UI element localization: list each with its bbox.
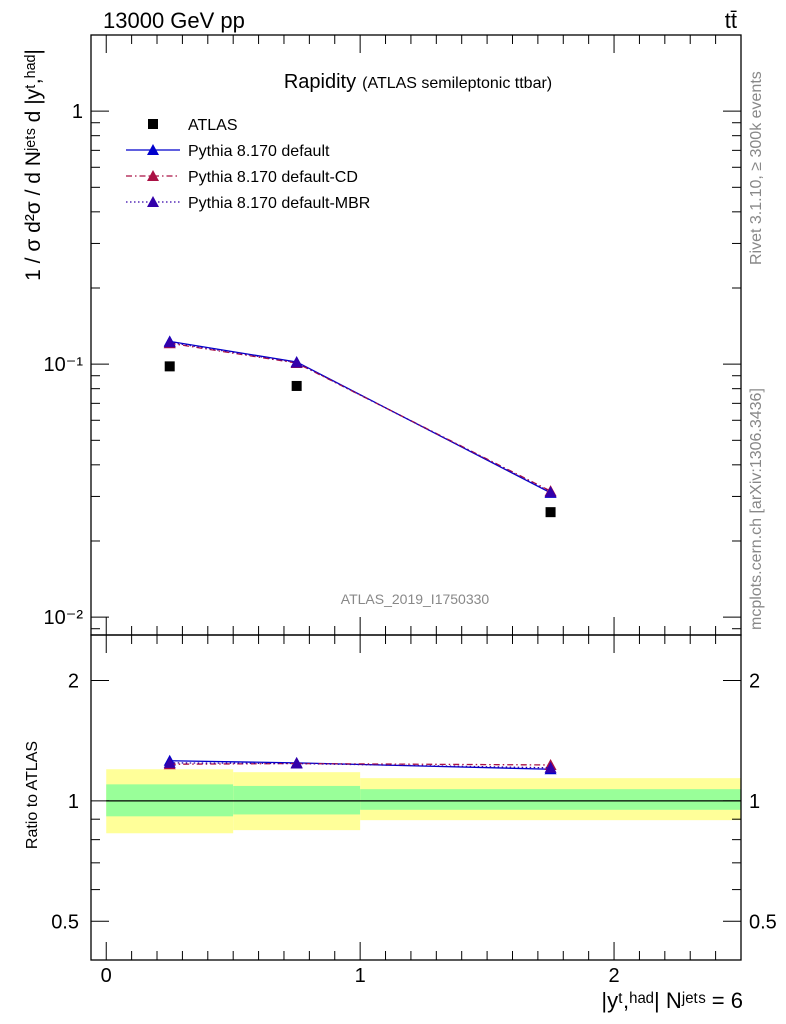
- uncertainty-band-inner: [233, 785, 361, 815]
- main-series: [163, 335, 557, 518]
- ratio-ytick-label-left: 2: [68, 671, 79, 693]
- ratio-line: [169, 762, 551, 769]
- process-label: tt̄: [725, 8, 737, 33]
- series-pythia-8-170-default-mbr: [163, 336, 557, 498]
- ratio-series: [163, 754, 557, 775]
- ratio-xtick-label: 0: [101, 965, 112, 987]
- legend-marker: [147, 144, 159, 155]
- legend-entry: Pythia 8.170 default-CD: [126, 169, 358, 186]
- ratio-point: [163, 756, 176, 768]
- main-subtitle-text: (ATLAS semileptonic ttbar): [362, 75, 552, 92]
- main-watermark: ATLAS_2019_I1750330: [341, 591, 490, 607]
- main-ytick-label: 10⁻²: [44, 607, 84, 629]
- source-label: mcplots.cern.ch [arXiv:1306.3436]: [748, 388, 765, 630]
- main-ylabel: 1 / σ d²σ / d Nʲᵉᵗˢ d |yᵗ,ʰᵃᵈ|: [22, 49, 45, 281]
- data-point: [164, 361, 175, 372]
- main-ytick-label: 1: [72, 101, 83, 123]
- legend-marker: [148, 119, 158, 129]
- uncertainty-band-inner: [360, 789, 741, 810]
- main-ytick-label: 10⁻¹: [44, 354, 84, 376]
- data-point: [545, 507, 556, 518]
- ratio-ytick-label-right: 0.5: [749, 911, 777, 933]
- ratio-ytick-label-right: 1: [749, 791, 760, 813]
- series-line: [169, 340, 551, 494]
- legend-label: ATLAS: [188, 117, 238, 134]
- legend-entry: Pythia 8.170 default-MBR: [126, 195, 370, 212]
- ratio-series-pythia-8-170-default-mbr: [163, 756, 557, 773]
- legend-entry: ATLAS: [148, 117, 238, 134]
- series-atlas: [164, 361, 556, 518]
- ratio-point: [544, 761, 557, 773]
- rivet-label: Rivet 3.1.10, ≥ 300k events: [748, 71, 765, 265]
- main-panel: 1 10⁻¹ 10⁻² Rapidity (ATLAS semileptonic tt…: [22, 34, 742, 636]
- ratio-xtick-label: 1: [355, 965, 366, 987]
- legend-entry: Pythia 8.170 default: [126, 143, 330, 160]
- ratio-ytick-label-left: 0.5: [51, 911, 79, 933]
- main-ticks: 1 10⁻¹ 10⁻²: [44, 34, 741, 635]
- series-pythia-8-170-default: [163, 335, 557, 498]
- main-title: Rapidity (ATLAS semileptonic ttbar): [284, 71, 552, 93]
- legend: ATLAS Pythia 8.170 default Pythia 8.170 de…: [126, 117, 370, 212]
- data-point: [291, 380, 302, 391]
- legend-label: Pythia 8.170 default-CD: [188, 169, 358, 186]
- ratio-ytick-label-left: 1: [68, 791, 79, 813]
- legend-label: Pythia 8.170 default-MBR: [188, 195, 370, 212]
- ratio-point: [290, 757, 303, 769]
- ratio-ytick-label-right: 2: [749, 671, 760, 693]
- ratio-xlabel: |yᵗ,ʰᵃᵈ| Nʲᵉᵗˢ = 6: [601, 988, 743, 1013]
- ratio-xtick-label: 2: [608, 965, 619, 987]
- ratio-bands: [106, 769, 741, 834]
- series-line: [169, 342, 551, 492]
- series-line: [169, 341, 551, 493]
- main-title-text: Rapidity: [284, 71, 356, 93]
- legend-label: Pythia 8.170 default: [188, 143, 330, 160]
- ratio-frame: [90, 634, 742, 961]
- data-point: [163, 336, 176, 348]
- legend-marker: [147, 170, 159, 181]
- data-point: [544, 486, 557, 498]
- ratio-ylabel: Ratio to ATLAS: [24, 741, 41, 849]
- energy-label: 13000 GeV pp: [103, 8, 245, 33]
- ratio-line: [169, 760, 551, 770]
- data-point: [290, 356, 303, 368]
- series-pythia-8-170-default-cd: [163, 337, 557, 497]
- legend-marker: [147, 196, 159, 207]
- ratio-panel: 2 2 1 1 0.5 0.5 0 1 2 Ratio to ATLAS |yᵗ,ʰᵃᵈ| Nʲ…: [24, 634, 777, 1013]
